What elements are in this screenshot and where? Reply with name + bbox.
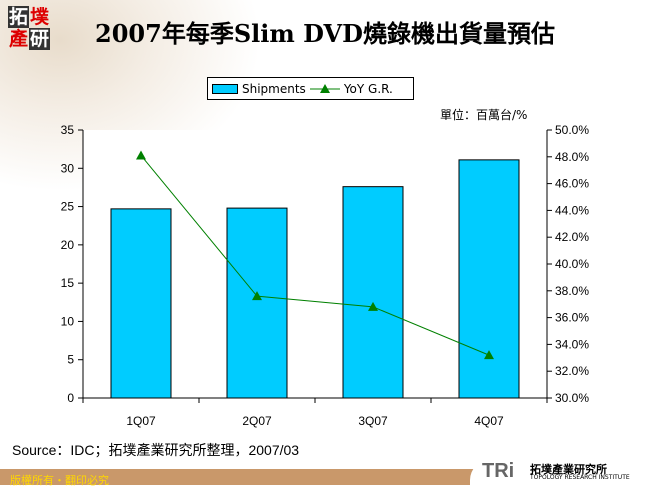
x-tick-label: 2Q07	[242, 414, 272, 428]
unit-label: 單位：百萬台/%	[440, 108, 528, 122]
y-right-tick-label: 40.0%	[555, 257, 589, 271]
y-left-tick-label: 15	[61, 276, 75, 290]
y-right-tick-label: 34.0%	[555, 337, 589, 351]
x-tick-label: 4Q07	[474, 414, 504, 428]
y-right-tick-label: 36.0%	[555, 311, 589, 325]
y-left-tick-label: 20	[61, 238, 75, 252]
y-left-tick-label: 25	[61, 200, 75, 214]
yoy-point-4Q07	[484, 350, 494, 360]
yoy-point-3Q07	[368, 301, 378, 311]
legend-label-yoy: YoY G.R.	[343, 81, 393, 96]
y-right-tick-label: 48.0%	[555, 150, 589, 164]
yoy-point-2Q07	[252, 291, 262, 301]
page-title: 2007年每季Slim DVD燒錄機出貨量預估	[95, 19, 555, 48]
bar-2Q07	[226, 207, 288, 399]
yoy-line	[140, 155, 490, 356]
logo: 拓墣產研	[8, 6, 50, 50]
y-right-tick-label: 30.0%	[555, 391, 589, 405]
bar-3Q07	[342, 186, 404, 399]
y-left-tick-label: 30	[61, 161, 75, 175]
y-left-tick-label: 35	[61, 123, 75, 137]
tri-logo: TRi 拓墣產業研究所 TOPOLOGY RESEARCH INSTITUTE	[470, 460, 650, 485]
legend-label-shipments: Shipments	[242, 81, 306, 96]
copyright: 版權所有・翻印必究	[10, 474, 109, 487]
y-right-tick-label: 44.0%	[555, 203, 589, 217]
legend-line-icon	[309, 83, 340, 93]
yoy-point-1Q07	[136, 150, 146, 160]
bar-1Q07	[110, 208, 172, 399]
y-right-tick-label: 38.0%	[555, 284, 589, 298]
legend-swatch-shipments	[212, 83, 238, 94]
legend: Shipments YoY G.R.	[207, 77, 414, 100]
y-right-tick-label: 42.0%	[555, 230, 589, 244]
x-tick-label: 3Q07	[358, 414, 388, 428]
y-right-tick-label: 32.0%	[555, 364, 589, 378]
x-tick-label: 1Q07	[126, 414, 156, 428]
bar-4Q07	[458, 159, 520, 399]
source-note: Source：IDC；拓墣產業研究所整理，2007/03	[12, 442, 300, 458]
y-right-tick-label: 50.0%	[555, 123, 589, 137]
y-left-tick-label: 0	[67, 391, 74, 405]
y-left-tick-label: 10	[61, 314, 75, 328]
y-left-tick-label: 5	[67, 353, 74, 367]
y-right-tick-label: 46.0%	[555, 177, 589, 191]
